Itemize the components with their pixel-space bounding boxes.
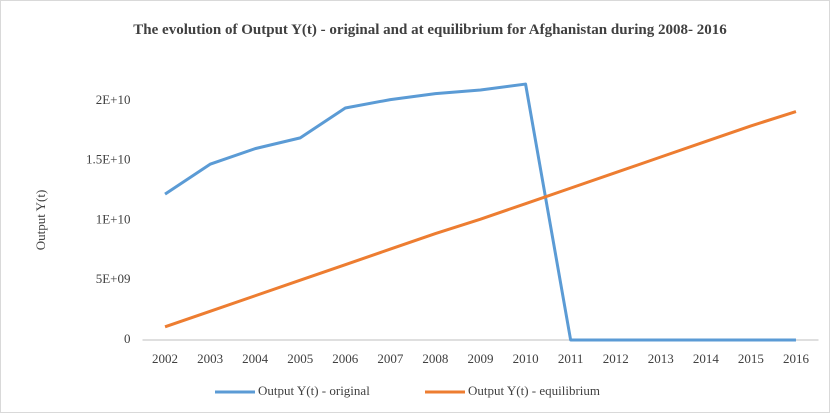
x-tick-label: 2016	[783, 351, 810, 366]
x-tick-label: 2006	[332, 351, 359, 366]
x-tick-label: 2008	[422, 351, 448, 366]
x-tick-label: 2014	[693, 351, 720, 366]
x-tick-label: 2010	[513, 351, 539, 366]
x-tick-label: 2015	[738, 351, 764, 366]
series-line	[164, 110, 797, 329]
x-tick-label: 2004	[242, 351, 269, 366]
legend-label: Output Y(t) - original	[258, 383, 370, 398]
x-tick-label: 2005	[287, 351, 313, 366]
x-tick-label: 2012	[603, 351, 629, 366]
x-tick-label: 2007	[377, 351, 404, 366]
legend-label: Output Y(t) - equilibrium	[468, 383, 600, 398]
y-tick-label: 5E+09	[96, 271, 131, 286]
series-line	[164, 82, 796, 342]
x-tick-label: 2002	[152, 351, 178, 366]
x-tick-label: 2009	[468, 351, 494, 366]
y-tick-label: 2E+10	[96, 92, 131, 107]
x-tick-label: 2013	[648, 351, 674, 366]
y-tick-label: 1.5E+10	[86, 152, 131, 167]
chart-title: The evolution of Output Y(t) - original …	[133, 22, 727, 38]
x-tick-label: 2003	[197, 351, 223, 366]
y-tick-label: 1E+10	[96, 211, 131, 226]
y-axis-label: Output Y(t)	[33, 190, 48, 251]
y-tick-label: 0	[124, 331, 131, 346]
x-tick-label: 2011	[558, 351, 584, 366]
